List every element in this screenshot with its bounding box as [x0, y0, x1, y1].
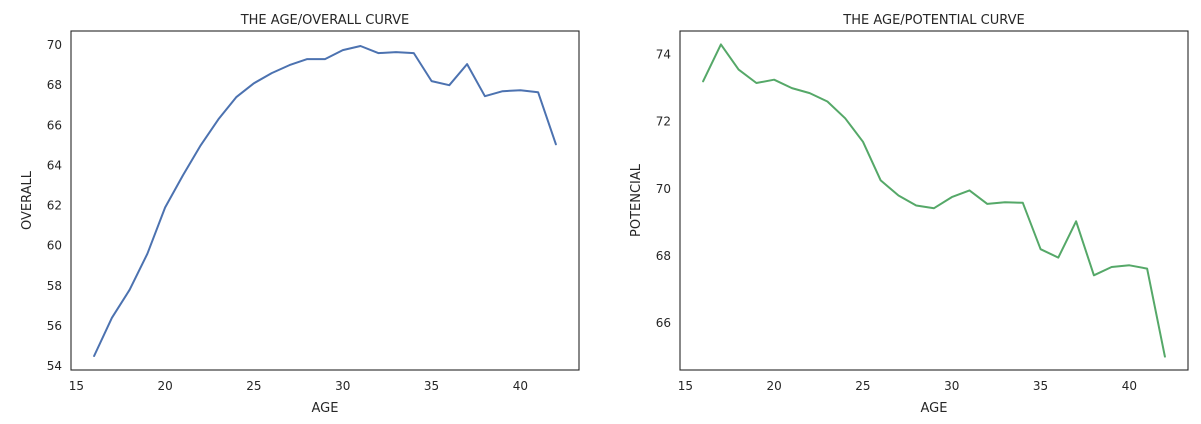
x-axis-label: AGE — [921, 401, 948, 416]
x-tick-label: 30 — [944, 379, 959, 393]
x-tick-label: 30 — [335, 379, 350, 393]
y-tick-label: 60 — [47, 239, 62, 253]
y-tick-label: 66 — [47, 118, 62, 132]
plot-frame — [70, 30, 580, 371]
y-tick-label: 70 — [47, 38, 62, 52]
chart-1: 15 20 25 30 35 40 54 56 58 60 62 64 66 68 70 THE AGE/OV… — [20, 13, 580, 416]
y-tick-label: 64 — [47, 158, 62, 172]
y-tick-label: 56 — [47, 319, 62, 333]
x-tick-label: 20 — [766, 379, 781, 393]
y-tick-label: 54 — [47, 359, 62, 373]
x-tick-label: 40 — [1122, 379, 1137, 393]
x-tick-label: 20 — [157, 379, 172, 393]
y-tick-label: 74 — [656, 47, 671, 61]
chart-2: 15 20 25 30 35 40 66 68 70 72 74 THE AGE/POTENTIAL … — [629, 13, 1189, 416]
y-tick-label: 68 — [656, 249, 671, 263]
chart-title: THE AGE/OVERALL CURVE — [240, 13, 410, 28]
x-tick-label: 25 — [855, 379, 870, 393]
x-tick-label: 35 — [424, 379, 439, 393]
plot-frame — [679, 30, 1189, 371]
x-tick-label: 35 — [1033, 379, 1048, 393]
x-axis-label: AGE — [312, 401, 339, 416]
y-tick-label: 58 — [47, 279, 62, 293]
series-line — [702, 43, 1166, 358]
y-tick-label: 72 — [656, 115, 671, 129]
x-tick-label: 15 — [678, 379, 693, 393]
series-line — [93, 45, 557, 357]
y-tick-label: 68 — [47, 78, 62, 92]
y-tick-label: 66 — [656, 316, 671, 330]
x-tick-label: 15 — [69, 379, 84, 393]
y-tick-label: 70 — [656, 182, 671, 196]
x-tick-label: 40 — [513, 379, 528, 393]
y-axis-label: POTENCIAL — [629, 163, 644, 237]
y-tick-label: 62 — [47, 199, 62, 213]
chart-title: THE AGE/POTENTIAL CURVE — [842, 13, 1024, 28]
x-tick-label: 25 — [246, 379, 261, 393]
y-axis-label: OVERALL — [20, 170, 35, 230]
